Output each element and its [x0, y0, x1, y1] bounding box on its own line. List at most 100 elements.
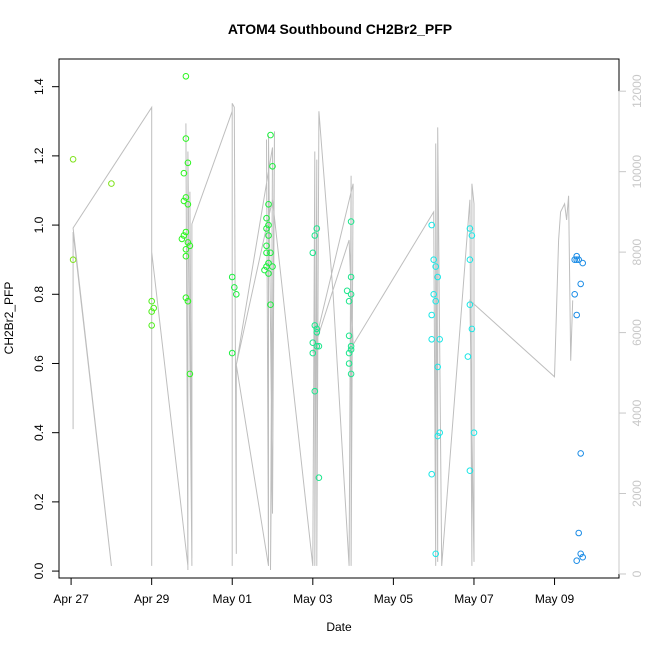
data-point-s4-0: [309, 249, 317, 257]
data-point-s6-9: [575, 529, 583, 537]
data-point-s5-7: [428, 336, 436, 343]
data-point-s6-3: [573, 256, 581, 264]
data-point-s4-14: [343, 287, 351, 295]
data-point-s3-10: [265, 232, 272, 239]
x-tick-label-4: May 05: [374, 592, 414, 606]
data-point-s3-0: [228, 273, 236, 281]
data-point-s2-14: [182, 294, 190, 302]
data-point-s6-12: [573, 557, 581, 565]
data-point-s4-3: [311, 322, 319, 329]
data-point-s1-3: [150, 304, 157, 312]
y-tick-label-0: 0.0: [32, 562, 46, 579]
data-point-s3-5: [265, 221, 272, 229]
data-point-s6-7: [573, 311, 581, 319]
data-point-s5-17: [466, 301, 474, 309]
x-tick-label-2: May 01: [213, 592, 253, 606]
data-point-s3-11: [263, 242, 270, 250]
data-point-s5-16: [466, 256, 474, 264]
data-point-s2-13: [182, 252, 190, 260]
data-point-s5-5: [432, 297, 440, 305]
data-point-s4-2: [313, 225, 321, 232]
data-point-s4-7: [313, 342, 321, 350]
x-tick-label-0: Apr 27: [53, 592, 89, 606]
y2-tick-label-2: 4000: [630, 399, 644, 426]
y-tick-label-2: 0.4: [32, 424, 46, 441]
data-point-s3-9: [263, 225, 270, 232]
data-point-s3-6: [267, 131, 274, 139]
y2-tick-label-6: 12000: [630, 74, 644, 108]
data-point-s5-12: [428, 470, 436, 478]
data-point-s3-17: [265, 270, 272, 277]
data-point-s4-13: [347, 273, 355, 281]
y2-tick-label-0: 0: [630, 570, 644, 577]
data-point-s4-20: [347, 346, 355, 353]
data-point-s5-6: [428, 311, 436, 319]
chart-title: ATOM4 Southbound CH2Br2_PFP: [228, 21, 452, 37]
data-point-s5-2: [432, 263, 440, 270]
data-point-s5-21: [466, 467, 474, 475]
data-point-s5-10: [434, 432, 442, 440]
data-point-s1-1: [148, 308, 155, 315]
data-point-s5-3: [434, 273, 442, 281]
data-point-s3-16: [261, 266, 268, 274]
data-point-s4-18: [347, 342, 355, 350]
data-point-s5-19: [464, 353, 472, 360]
axes-layer: Apr 27 Apr 29 May 01 May 03 May 05 May 07 May …: [32, 58, 644, 606]
y2-tick-label-5: 10000: [630, 155, 644, 189]
data-point-s4-8: [315, 342, 323, 350]
data-point-s3-7: [269, 163, 276, 170]
data-point-s4-4: [313, 325, 321, 333]
data-point-s6-5: [577, 280, 585, 288]
data-point-s5-0: [428, 221, 436, 229]
x-tick-label-1: Apr 29: [134, 592, 170, 606]
data-point-s5-11: [436, 429, 444, 437]
data-point-s2-12: [182, 246, 190, 253]
data-point-s4-1: [311, 232, 319, 239]
y-tick-label-5: 1.0: [32, 216, 46, 233]
x-tick-label-6: May 09: [535, 592, 575, 606]
data-point-s5-14: [466, 225, 474, 232]
data-point-s4-6: [309, 339, 317, 347]
data-point-s3-1: [231, 284, 238, 291]
data-point-s5-13: [432, 550, 440, 558]
data-point-s4-15: [347, 291, 355, 298]
data-point-s0-2: [108, 180, 115, 187]
data-point-s4-21: [345, 360, 353, 367]
data-point-s4-19: [345, 349, 353, 357]
y-tick-label-3: 0.6: [32, 355, 46, 372]
x-axis-label: Date: [326, 620, 352, 634]
data-point-s1-2: [148, 322, 155, 329]
data-point-s5-15: [468, 232, 476, 239]
data-point-s4-10: [311, 387, 319, 395]
altitude-layer: [72, 103, 574, 571]
data-point-s3-3: [228, 349, 236, 357]
data-point-s4-22: [347, 370, 355, 378]
data-point-s5-9: [434, 363, 442, 371]
data-point-s5-1: [430, 256, 438, 264]
altitude-trace: [72, 103, 574, 571]
data-point-s0-1: [69, 256, 77, 264]
data-point-s6-2: [571, 256, 579, 264]
data-point-s5-20: [470, 429, 478, 437]
data-point-s3-14: [265, 259, 272, 267]
data-point-s4-16: [345, 297, 353, 305]
data-point-s5-4: [430, 291, 438, 298]
data-point-s3-8: [265, 201, 272, 208]
data-point-s2-1: [180, 169, 188, 177]
data-point-s4-9: [309, 349, 317, 357]
x-tick-label-3: May 03: [293, 592, 333, 606]
data-point-s3-4: [263, 214, 270, 222]
data-point-s2-16: [186, 370, 194, 378]
y-tick-label-7: 1.4: [32, 78, 46, 95]
data-point-s2-9: [182, 228, 190, 236]
plot-frame: [58, 58, 620, 579]
y-tick-label-4: 0.8: [32, 286, 46, 303]
data-point-s4-17: [345, 332, 353, 340]
data-point-s2-7: [178, 235, 186, 243]
data-point-s2-10: [184, 239, 192, 246]
data-point-s3-13: [267, 249, 274, 257]
data-point-s6-1: [575, 256, 583, 264]
data-point-s2-6: [184, 201, 192, 208]
data-point-s3-2: [233, 291, 240, 298]
data-point-s5-8: [436, 336, 444, 343]
